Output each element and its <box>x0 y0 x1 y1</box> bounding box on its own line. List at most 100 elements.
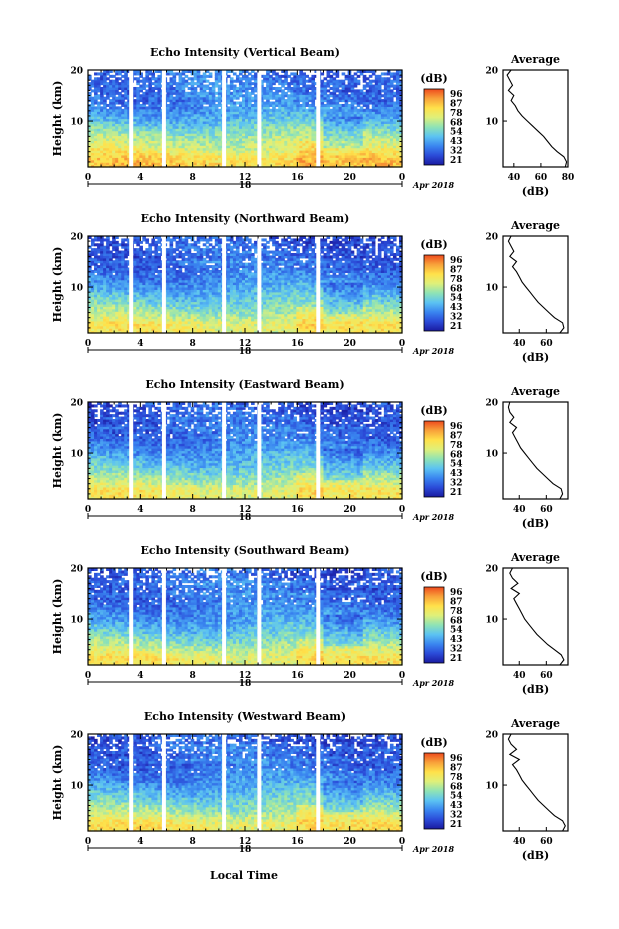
x-tick-label: 4 <box>137 173 143 183</box>
profile-line <box>507 235 565 334</box>
x-tick-label: 16 <box>291 505 304 515</box>
y-axis-label: Height (km) <box>51 745 64 821</box>
colorbar <box>423 752 445 830</box>
colorbar-tick-label: 21 <box>450 488 463 498</box>
y-tick-label: 20 <box>70 399 83 409</box>
heatmap <box>88 402 403 500</box>
colorbar-tick-label: 96 <box>450 754 463 764</box>
colorbar-tick-label: 43 <box>450 137 463 147</box>
x-tick-label: 0 <box>399 671 405 681</box>
profile-y-tick-label: 10 <box>485 450 498 460</box>
profile-title: Average <box>510 385 560 398</box>
data-gap <box>161 568 166 665</box>
date-label: Apr 2018 <box>412 512 455 522</box>
colorbar <box>423 88 445 166</box>
x-tick-label: 16 <box>291 339 304 349</box>
x-tick-label: 4 <box>137 339 143 349</box>
data-gap <box>161 70 166 167</box>
x-tick-label: 0 <box>399 339 405 349</box>
y-tick-label: 10 <box>70 450 83 460</box>
day-label: 18 <box>239 181 252 191</box>
date-label: Apr 2018 <box>412 180 455 190</box>
profile-frame <box>502 733 569 832</box>
profile-x-tick-label: 60 <box>540 837 553 847</box>
x-tick-label: 0 <box>85 505 91 515</box>
data-gap <box>161 402 166 499</box>
x-tick-label: 12 <box>239 173 252 183</box>
x-tick-label: 0 <box>399 173 405 183</box>
data-gap <box>316 402 321 499</box>
profile-y-tick-label: 10 <box>485 782 498 792</box>
data-gap <box>257 402 262 499</box>
data-gap <box>257 70 262 167</box>
x-tick-label: 12 <box>239 505 252 515</box>
data-gap <box>316 568 321 665</box>
data-gap <box>161 734 166 831</box>
data-gap <box>316 734 321 831</box>
profile-line <box>506 69 568 168</box>
x-tick-label: 4 <box>137 505 143 515</box>
profile-title: Average <box>510 717 560 730</box>
profile-frame <box>502 567 569 666</box>
y-tick-label: 20 <box>70 731 83 741</box>
data-gap <box>129 568 134 665</box>
day-label: 18 <box>239 845 252 855</box>
colorbar-tick-label: 96 <box>450 422 463 432</box>
panel-title: Echo Intensity (Westward Beam) <box>144 710 346 723</box>
profile-title: Average <box>510 219 560 232</box>
y-tick-label: 20 <box>70 233 83 243</box>
x-tick-label: 0 <box>85 837 91 847</box>
profile-title: Average <box>510 53 560 66</box>
x-tick-label: 12 <box>239 339 252 349</box>
colorbar-tick-label: 21 <box>450 654 463 664</box>
profile-frame <box>502 401 569 500</box>
colorbar-tick-label: 87 <box>450 431 463 441</box>
colorbar-tick-label: 78 <box>450 607 463 617</box>
profile-title: Average <box>510 551 560 564</box>
heatmap <box>88 70 403 168</box>
profile-y-tick-label: 20 <box>485 67 498 77</box>
date-label: Apr 2018 <box>412 844 455 854</box>
profile-x-label: (dB) <box>522 351 549 364</box>
panel-title: Echo Intensity (Southward Beam) <box>141 544 350 557</box>
colorbar-tick-label: 54 <box>450 460 463 470</box>
colorbar <box>423 586 445 664</box>
profile-x-label: (dB) <box>522 517 549 530</box>
panel-5: Echo Intensity (Westward Beam) 0 4 8 12 16 20 0… <box>51 710 569 862</box>
y-axis-label: Height (km) <box>51 247 64 323</box>
colorbar-tick-label: 78 <box>450 109 463 119</box>
colorbar-unit: (dB) <box>420 570 447 583</box>
colorbar-tick-label: 32 <box>450 147 463 157</box>
colorbar-tick-label: 87 <box>450 763 463 773</box>
panel-title: Echo Intensity (Northward Beam) <box>141 212 350 225</box>
y-axis-label: Height (km) <box>51 81 64 157</box>
colorbar-tick-label: 54 <box>450 792 463 802</box>
profile-line <box>509 567 565 666</box>
x-tick-label: 0 <box>399 505 405 515</box>
profile-x-tick-label: 40 <box>508 173 521 183</box>
colorbar-tick-label: 43 <box>450 635 463 645</box>
x-tick-label: 0 <box>85 339 91 349</box>
panel-2: Echo Intensity (Northward Beam) 0 4 8 12 16 20… <box>51 212 569 364</box>
y-tick-label: 10 <box>70 616 83 626</box>
y-tick-label: 20 <box>70 67 83 77</box>
x-axis-label: Local Time <box>210 869 278 882</box>
colorbar-tick-label: 54 <box>450 128 463 138</box>
data-gap <box>316 236 321 333</box>
profile-y-tick-label: 20 <box>485 731 498 741</box>
profile-frame <box>502 235 569 334</box>
y-axis-label: Height (km) <box>51 579 64 655</box>
data-gap <box>222 236 227 333</box>
day-label: 18 <box>239 513 252 523</box>
data-gap <box>222 70 227 167</box>
colorbar-tick-label: 68 <box>450 118 463 128</box>
profile-y-tick-label: 10 <box>485 118 498 128</box>
colorbar-tick-label: 32 <box>450 313 463 323</box>
profile-x-tick-label: 80 <box>562 173 575 183</box>
day-label: 18 <box>239 347 252 357</box>
colorbar-tick-label: 87 <box>450 99 463 109</box>
profile-x-label: (dB) <box>522 849 549 862</box>
profile-x-tick-label: 40 <box>513 339 526 349</box>
colorbar-tick-label: 43 <box>450 801 463 811</box>
